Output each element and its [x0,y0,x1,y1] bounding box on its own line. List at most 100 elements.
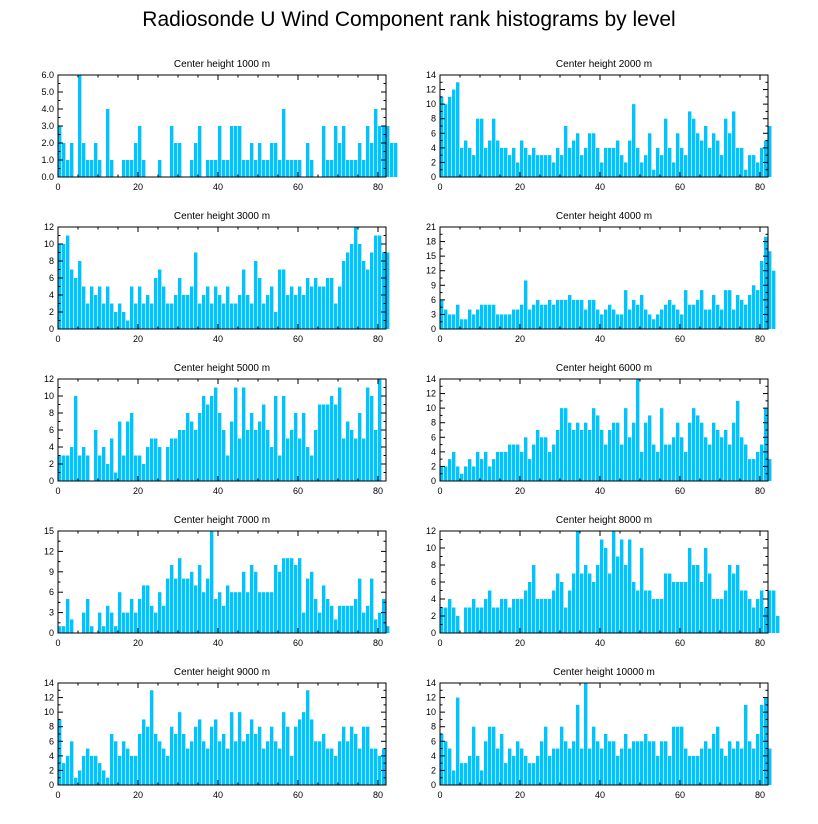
bar [492,118,496,177]
bar [744,704,748,785]
bar [278,160,282,177]
bar [150,690,154,785]
bar [262,160,266,177]
x-tick-label: 40 [213,638,223,648]
y-tick-label: 8 [49,408,54,418]
bar [318,404,322,481]
bar [246,160,250,177]
bar [98,160,102,177]
bar [302,413,306,481]
y-tick-label: 0 [431,780,436,790]
bar [362,726,366,785]
bar [476,451,480,481]
bar [310,719,314,785]
bar [98,286,102,329]
bar [576,422,580,481]
bar [460,473,464,481]
x-tick-label: 40 [595,790,605,800]
bar [764,140,768,177]
bar [684,582,688,633]
bar [222,734,226,785]
bar [58,455,62,481]
bar [142,719,146,785]
x-tick-label: 60 [675,638,685,648]
bar [218,295,222,329]
bar [346,421,350,481]
bar [688,548,692,633]
bar [516,162,520,177]
bar [772,270,776,329]
bar [266,160,270,177]
bar [564,741,568,785]
y-tick-label: 6 [49,736,54,746]
bar [146,585,150,633]
bar [278,269,282,329]
bar [90,755,94,785]
bar [476,755,480,785]
bar [278,455,282,481]
bar [158,269,162,329]
bar [318,741,322,785]
y-tick-label: 12 [44,693,54,703]
bar [468,147,472,177]
panel-title: Center height 10000 m [553,667,655,678]
bar [218,126,222,177]
bar [692,408,696,481]
panel-6: 0 2 4 6 8 10 12 14 0 20 40 60 80 Center height 6000 m [426,363,772,496]
x-tick-label: 60 [675,334,685,344]
y-tick-label: 14 [426,70,436,80]
bar [608,741,612,785]
bar [740,299,744,329]
bar [102,626,106,633]
bar [656,451,660,481]
bar [130,160,134,177]
bar [174,438,178,481]
x-tick-label: 20 [133,486,143,496]
bar [564,126,568,177]
bar [704,741,708,785]
bar [696,299,700,329]
bar [704,126,708,177]
bar [282,396,286,481]
bar [636,147,640,177]
bar [122,160,126,177]
x-tick-label: 20 [515,638,525,648]
bar [134,143,138,177]
panel-1: 0.0 1.0 2.0 3.0 4.0 5.0 6.0 0 20 40 60 80 Center hei… [41,59,398,192]
bar [704,309,708,329]
bar [448,459,452,481]
bar [358,143,362,177]
bar [210,396,214,481]
bar [488,466,492,481]
bar [604,548,608,633]
bar [162,748,166,785]
bar [576,704,580,785]
bar [732,111,736,177]
bar [254,160,258,177]
x-tick-label: 20 [515,334,525,344]
bar [194,585,198,633]
y-tick-label: 2 [49,459,54,469]
bar [254,734,258,785]
bar [548,451,552,481]
bar [640,162,644,177]
bar [520,451,524,481]
bar [480,304,484,329]
bar [608,430,612,481]
bar [70,269,74,329]
bar [724,118,728,177]
bar [150,438,154,481]
x-tick-label: 20 [515,790,525,800]
x-tick-label: 80 [373,334,383,344]
bar [500,599,504,633]
bar [752,607,756,633]
bar [524,147,528,177]
bar [298,160,302,177]
bar [744,304,748,329]
bar [266,592,270,633]
bar [656,599,660,633]
bar [468,755,472,785]
y-tick-label: 15 [44,526,54,536]
bar [612,531,616,633]
bar [748,741,752,785]
